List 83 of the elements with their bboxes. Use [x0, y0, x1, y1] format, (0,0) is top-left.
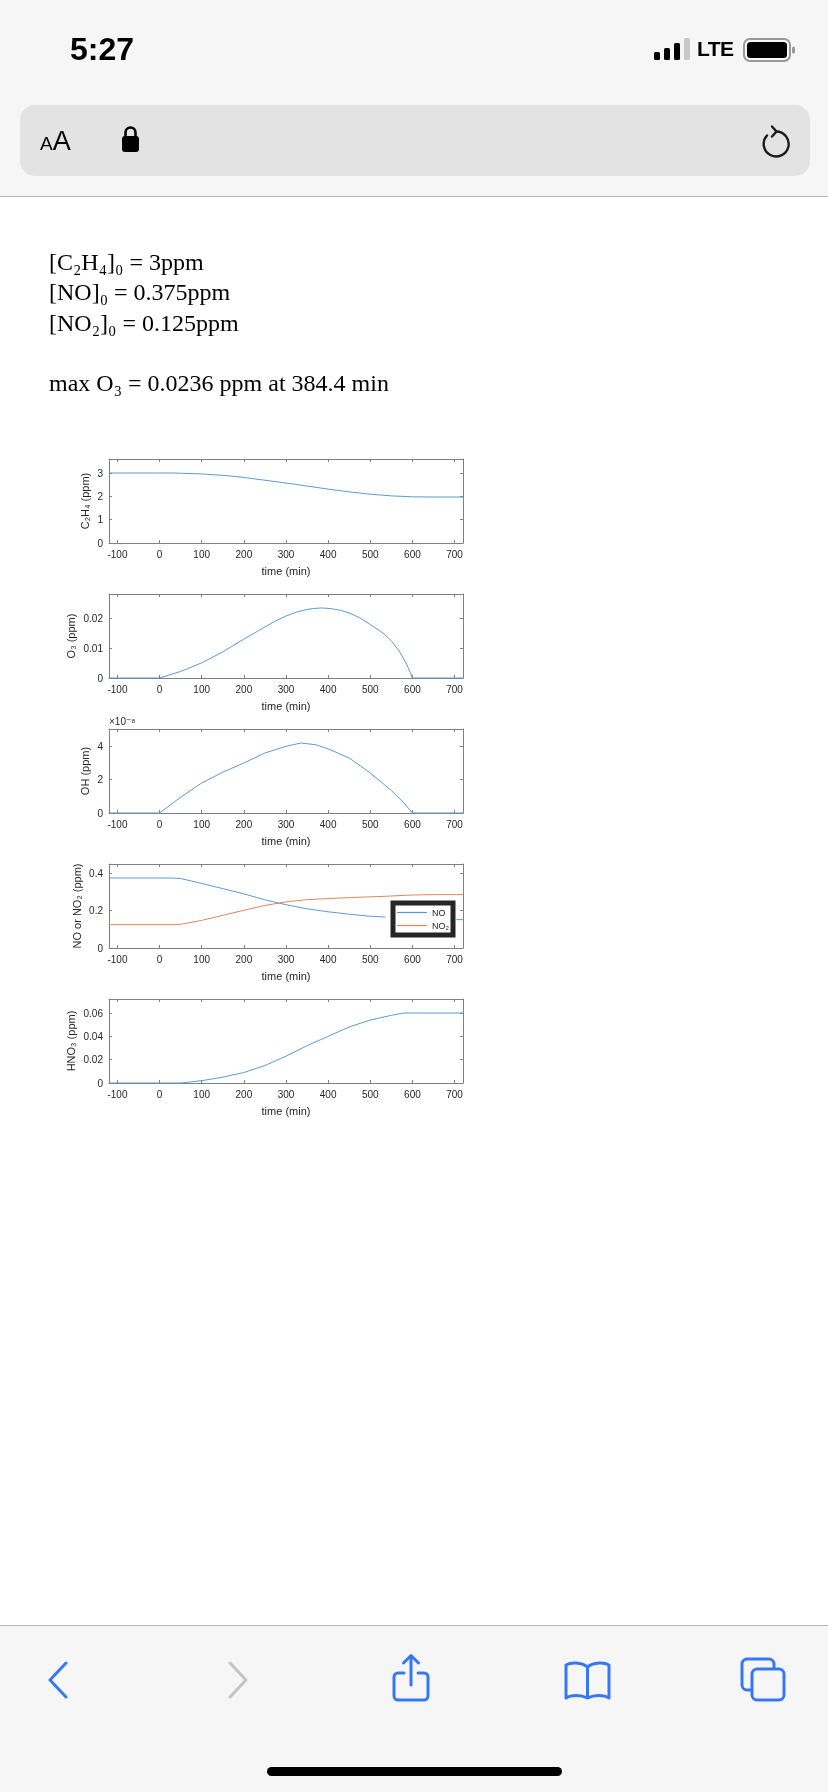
x-tick-label: 300 — [277, 548, 295, 560]
text: [NO₂]₀ = 0.125ppm — [49, 309, 239, 338]
x-axis-title: time (min) — [261, 834, 311, 847]
y-tick-label: 0 — [97, 537, 104, 549]
x-tick-label: 200 — [235, 548, 253, 560]
x-axis-title: time (min) — [261, 564, 311, 577]
y-tick-label: 0.06 — [83, 1007, 104, 1019]
x-tick-label: -100 — [107, 548, 128, 560]
y-axis-title: NO or NO₂ (ppm) — [70, 863, 83, 949]
x-tick-label: 100 — [193, 548, 211, 560]
x-tick-label: -100 — [107, 1088, 128, 1100]
x-tick-label: 0 — [156, 683, 163, 695]
x-tick-label: 100 — [193, 818, 211, 830]
x-tick-label: 0 — [156, 818, 163, 830]
x-tick-label: 700 — [446, 953, 464, 965]
y-tick-label: 0.04 — [83, 1030, 104, 1042]
text: [C₂H₄]₀ = 3ppm — [49, 248, 204, 277]
x-tick-label: 400 — [319, 683, 337, 695]
x-tick-label: 200 — [235, 818, 253, 830]
text: max O₃ = 0.0236 ppm at 384.4 min — [49, 369, 389, 398]
x-axis-title: time (min) — [261, 699, 311, 712]
x-tick-label: 600 — [404, 1088, 422, 1100]
text: [NO]₀ = 0.375ppm — [49, 278, 231, 307]
x-tick-label: 100 — [193, 683, 211, 695]
x-tick-label: 600 — [404, 683, 422, 695]
y-axis-title: OH (ppm) — [78, 746, 91, 796]
y-tick-label: 4 — [97, 740, 104, 752]
x-tick-label: 300 — [277, 953, 295, 965]
x-tick-label: 0 — [156, 1088, 163, 1100]
x-tick-label: 200 — [235, 953, 253, 965]
x-tick-label: 200 — [235, 1088, 253, 1100]
x-tick-label: 500 — [361, 1088, 380, 1100]
x-tick-label: 500 — [361, 818, 380, 830]
text: AA — [40, 126, 71, 157]
y-tick-label: 2 — [97, 490, 104, 502]
x-tick-label: 100 — [193, 953, 211, 965]
y-tick-label: 0.02 — [83, 613, 104, 625]
x-tick-label: 500 — [361, 683, 380, 695]
legend-label: NO — [432, 907, 446, 918]
y-tick-label: 0.2 — [89, 905, 104, 917]
x-tick-label: 300 — [277, 683, 295, 695]
line-series — [108, 472, 464, 498]
text: ×10⁻⁸ — [109, 716, 136, 728]
x-tick-label: 0 — [156, 548, 163, 560]
y-tick-label: 3 — [97, 467, 104, 479]
x-tick-label: 700 — [446, 818, 464, 830]
x-tick-label: 600 — [404, 818, 422, 830]
x-tick-label: 100 — [193, 1088, 211, 1100]
x-tick-label: 400 — [319, 818, 337, 830]
x-tick-label: -100 — [107, 818, 128, 830]
y-tick-label: 0.02 — [83, 1054, 104, 1066]
x-tick-label: 300 — [277, 1088, 295, 1100]
y-axis-title: O₃ (ppm) — [65, 613, 78, 659]
y-tick-label: 0 — [97, 672, 104, 684]
x-tick-label: 600 — [404, 548, 422, 560]
x-tick-label: 500 — [361, 548, 380, 560]
text: LTE — [697, 37, 734, 61]
x-tick-label: 500 — [361, 953, 380, 965]
x-tick-label: 400 — [319, 1088, 337, 1100]
legend-label: NO₂ — [432, 920, 450, 931]
y-tick-label: 0.4 — [89, 867, 104, 879]
x-tick-label: 700 — [446, 683, 464, 695]
x-tick-label: 700 — [446, 1088, 464, 1100]
x-tick-label: 400 — [319, 953, 337, 965]
x-tick-label: 400 — [319, 548, 337, 560]
x-axis-title: time (min) — [261, 969, 311, 982]
text: 5:27 — [70, 31, 135, 68]
x-tick-label: 0 — [156, 953, 163, 965]
y-tick-label: 0.01 — [83, 642, 104, 654]
x-tick-label: 200 — [235, 683, 253, 695]
y-tick-label: 0 — [97, 1077, 104, 1089]
y-tick-label: 1 — [97, 514, 104, 526]
x-tick-label: 300 — [277, 818, 295, 830]
y-axis-title: C₂H₄ (ppm) — [78, 472, 91, 530]
y-tick-label: 0 — [97, 807, 104, 819]
x-axis-title: time (min) — [261, 1104, 311, 1117]
x-tick-label: -100 — [107, 683, 128, 695]
y-tick-label: 0 — [97, 942, 104, 954]
y-axis-title: HNO₃ (ppm) — [65, 1010, 78, 1072]
x-tick-label: -100 — [107, 953, 128, 965]
x-tick-label: 600 — [404, 953, 422, 965]
x-tick-label: 700 — [446, 548, 464, 560]
y-tick-label: 2 — [97, 774, 104, 786]
